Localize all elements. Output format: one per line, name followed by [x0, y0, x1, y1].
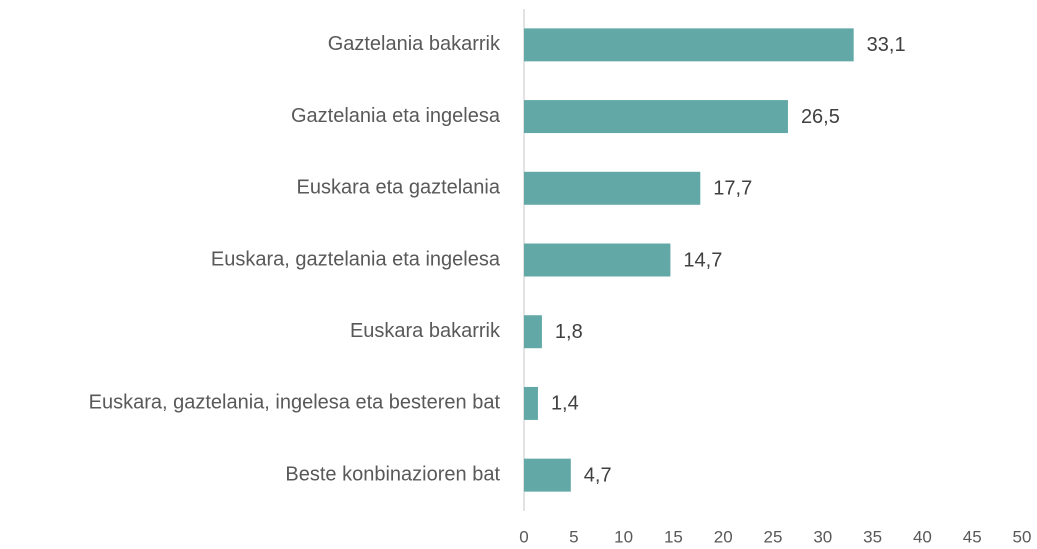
x-tick-label: 0 — [519, 527, 528, 546]
value-label: 1,8 — [555, 321, 583, 343]
category-label: Gaztelania eta ingelesa — [291, 105, 501, 127]
bar — [524, 28, 854, 62]
x-tick-label: 5 — [569, 527, 578, 546]
x-tick-label: 25 — [764, 527, 783, 546]
x-tick-label: 35 — [863, 527, 882, 546]
category-label: Beste konbinazioren bat — [285, 463, 500, 485]
value-label: 4,7 — [584, 464, 612, 486]
x-tick-label: 10 — [614, 527, 633, 546]
value-label: 17,7 — [713, 178, 752, 200]
value-label: 26,5 — [801, 106, 840, 128]
value-label: 33,1 — [867, 34, 906, 56]
x-tick-label: 45 — [963, 527, 982, 546]
x-tick-label: 30 — [813, 527, 832, 546]
x-tick-label: 40 — [913, 527, 932, 546]
category-label: Euskara eta gaztelania — [297, 177, 501, 199]
category-label: Euskara bakarrik — [350, 320, 501, 342]
category-label: Euskara, gaztelania eta ingelesa — [211, 248, 501, 270]
bar — [524, 171, 701, 205]
x-tick-label: 20 — [714, 527, 733, 546]
x-tick-label: 50 — [1013, 527, 1032, 546]
bar — [524, 458, 571, 492]
bar — [524, 386, 538, 420]
bar — [524, 100, 788, 134]
category-label: Euskara, gaztelania, ingelesa eta bester… — [89, 392, 501, 414]
bar — [524, 315, 542, 349]
bar — [524, 243, 671, 277]
category-label: Gaztelania bakarrik — [328, 33, 501, 55]
value-label: 1,4 — [551, 393, 579, 415]
x-tick-label: 15 — [664, 527, 683, 546]
value-label: 14,7 — [683, 249, 722, 271]
